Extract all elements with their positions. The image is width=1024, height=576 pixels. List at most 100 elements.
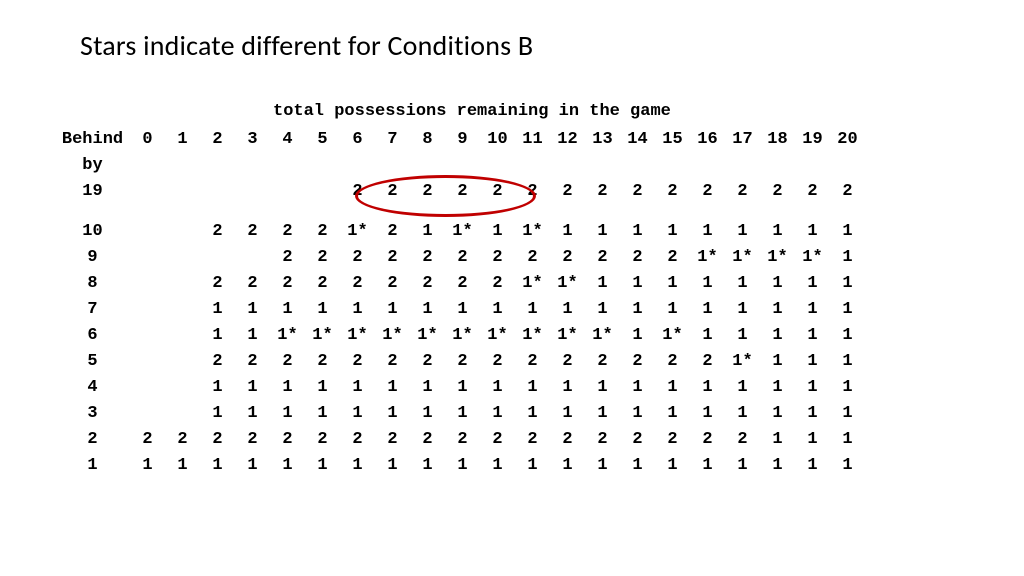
table-cell: 1 — [375, 297, 410, 323]
table-cell: 1 — [375, 453, 410, 479]
table-cell: 1 — [655, 271, 690, 297]
row-label: 9 — [55, 245, 130, 271]
table-cell: 2 — [480, 245, 515, 271]
table-cell: 1* — [340, 219, 375, 245]
table-cell: 1 — [620, 271, 655, 297]
table-cell: 1* — [795, 245, 830, 271]
row-label-header-1: Behind — [55, 127, 130, 153]
table-cell: 1 — [305, 297, 340, 323]
table-cell: 1* — [725, 245, 760, 271]
table-cell: 1* — [445, 219, 480, 245]
table-cell: 1 — [725, 271, 760, 297]
table-cell: 1 — [830, 297, 865, 323]
table-cell: 1* — [375, 323, 410, 349]
table-cell: 2 — [270, 349, 305, 375]
table-cell: 1 — [305, 401, 340, 427]
table-cell: 2 — [340, 179, 375, 205]
table-cell: 1 — [550, 219, 585, 245]
table-cell: 2 — [445, 349, 480, 375]
table-cell: 1 — [690, 375, 725, 401]
row-label: 1 — [55, 453, 130, 479]
table-cell: 2 — [235, 219, 270, 245]
table-cell: 2 — [200, 271, 235, 297]
table-cell: 1 — [830, 271, 865, 297]
table-cell: 1 — [270, 401, 305, 427]
table-cell: 2 — [725, 179, 760, 205]
table-cell: 1* — [585, 323, 620, 349]
row-label: 4 — [55, 375, 130, 401]
table-cell: 2 — [585, 179, 620, 205]
table-cell: 2 — [270, 271, 305, 297]
table-cell: 1 — [200, 401, 235, 427]
table-cell: 2 — [270, 219, 305, 245]
table-cell: 1 — [480, 219, 515, 245]
table-cell: 2 — [515, 179, 550, 205]
table-cell: 1 — [585, 375, 620, 401]
table-cell: 1 — [760, 349, 795, 375]
table-cell: 2 — [690, 179, 725, 205]
table-cell: 2 — [795, 179, 830, 205]
table-cell: 2 — [375, 349, 410, 375]
table-cell: 1 — [410, 375, 445, 401]
table-cell: 2 — [375, 179, 410, 205]
table-cell: 1 — [725, 401, 760, 427]
table-cell: 1 — [760, 297, 795, 323]
table-cell: 1 — [620, 375, 655, 401]
table-cell: 1 — [585, 453, 620, 479]
table-cell: 1 — [445, 453, 480, 479]
col-header: 13 — [585, 127, 620, 153]
table-cell: 2 — [760, 179, 795, 205]
table-cell: 1 — [515, 401, 550, 427]
table-cell: 1 — [830, 375, 865, 401]
table-cell: 1 — [830, 401, 865, 427]
table-cell: 1 — [550, 401, 585, 427]
col-header: 5 — [305, 127, 340, 153]
table-cell: 1 — [480, 401, 515, 427]
table-cell: 1 — [585, 297, 620, 323]
table-cell: 1* — [655, 323, 690, 349]
table-cell: 2 — [375, 427, 410, 453]
col-header: 15 — [655, 127, 690, 153]
col-header: 2 — [200, 127, 235, 153]
table-cell: 1 — [445, 401, 480, 427]
row-label: 10 — [55, 219, 130, 245]
table-cell: 1 — [550, 375, 585, 401]
col-header: 11 — [515, 127, 550, 153]
table-cell: 1 — [760, 453, 795, 479]
table-cell: 1 — [200, 297, 235, 323]
col-header: 16 — [690, 127, 725, 153]
table-cell: 1* — [340, 323, 375, 349]
table-cell: 2 — [655, 179, 690, 205]
table-cell: 1 — [620, 401, 655, 427]
col-header: 9 — [445, 127, 480, 153]
table-cell: 2 — [410, 245, 445, 271]
table-cell: 1* — [270, 323, 305, 349]
table-cell: 1* — [550, 323, 585, 349]
table-cell: 1 — [795, 297, 830, 323]
table-cell: 2 — [375, 245, 410, 271]
table-cell: 1 — [585, 219, 620, 245]
table-cell: 1* — [410, 323, 445, 349]
table-cell: 2 — [410, 349, 445, 375]
row-label: 5 — [55, 349, 130, 375]
col-header: 6 — [340, 127, 375, 153]
table-cell: 1 — [655, 219, 690, 245]
table-cell: 1 — [760, 271, 795, 297]
col-header: 0 — [130, 127, 165, 153]
table-cell: 1 — [305, 453, 340, 479]
table-cell: 1 — [340, 453, 375, 479]
table-cell: 2 — [410, 271, 445, 297]
table-cell: 2 — [620, 245, 655, 271]
table-cell: 2 — [550, 349, 585, 375]
col-header: 3 — [235, 127, 270, 153]
table-cell: 2 — [375, 219, 410, 245]
table-cell: 2 — [445, 245, 480, 271]
row-label: 2 — [55, 427, 130, 453]
table-cell: 1 — [200, 323, 235, 349]
table-cell: 2 — [550, 245, 585, 271]
table-cell: 1 — [795, 323, 830, 349]
table-cell: 2 — [305, 219, 340, 245]
col-header: 4 — [270, 127, 305, 153]
table-cell: 1 — [340, 297, 375, 323]
table-cell: 2 — [480, 271, 515, 297]
